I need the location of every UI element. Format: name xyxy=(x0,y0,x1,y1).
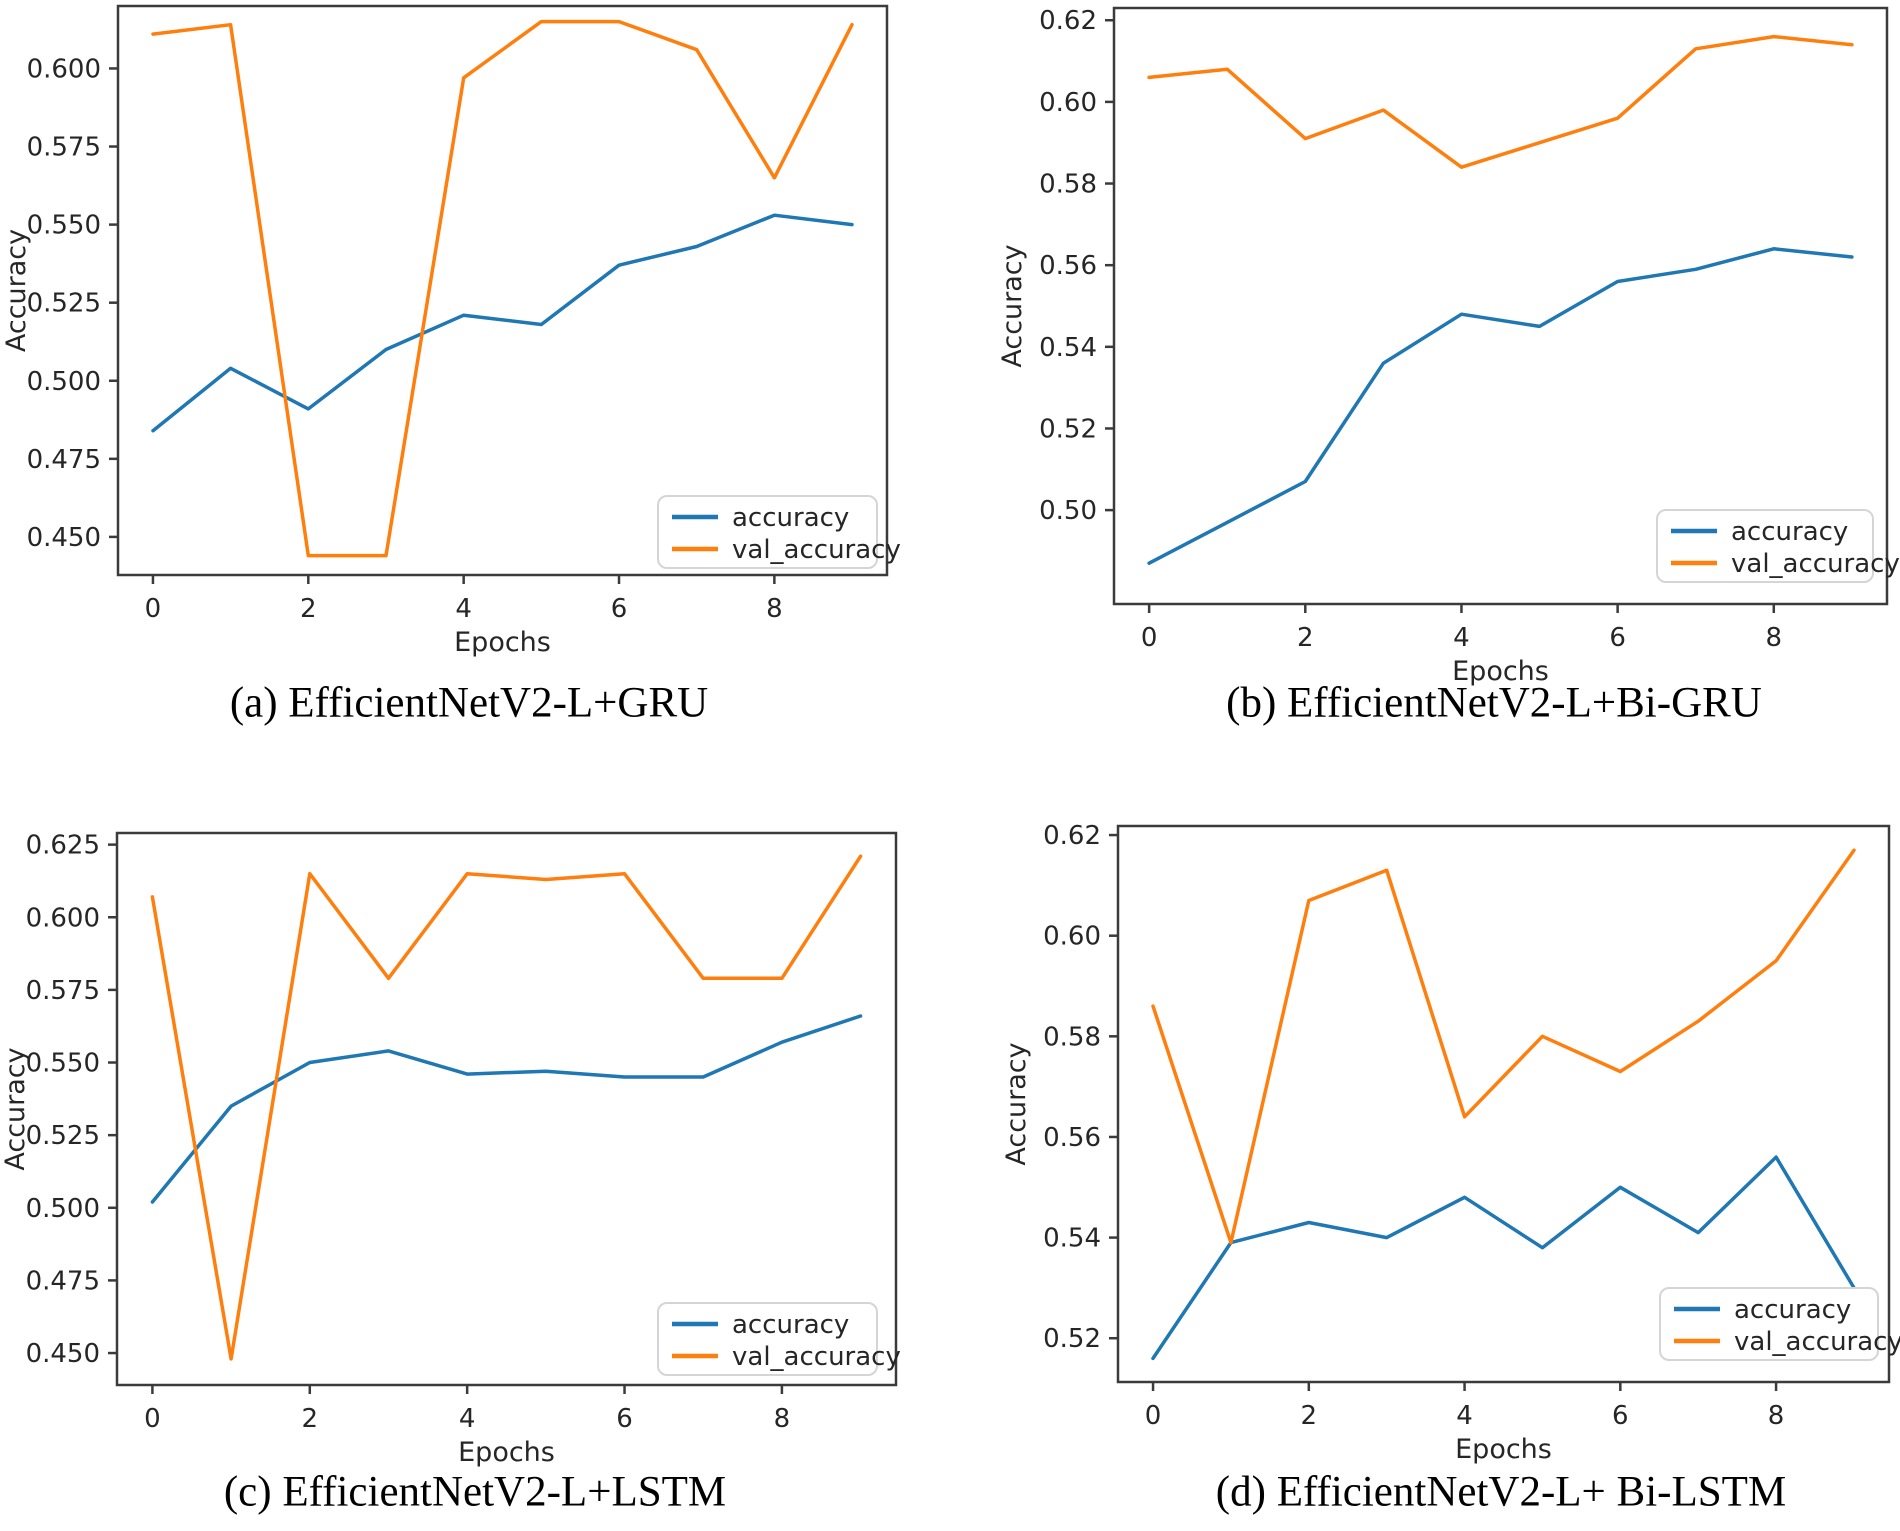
x-tick-label: 4 xyxy=(459,1404,476,1434)
caption-d: (d) EfficientNetV2-L+ Bi-LSTM xyxy=(1215,1468,1787,1516)
y-tick-label: 0.475 xyxy=(27,445,101,475)
y-tick-label: 0.52 xyxy=(1043,1324,1101,1354)
x-tick-label: 0 xyxy=(1141,623,1158,653)
y-tick-label: 0.56 xyxy=(1039,251,1097,281)
plot-frame xyxy=(115,831,898,1387)
x-tick-label: 8 xyxy=(1766,623,1783,653)
y-tick-label: 0.60 xyxy=(1043,922,1101,952)
y-tick-label: 0.58 xyxy=(1039,170,1097,200)
y-tick-label: 0.62 xyxy=(1039,6,1097,36)
x-tick-label: 2 xyxy=(300,594,317,624)
accuracy-line xyxy=(150,1014,863,1204)
val_accuracy-line xyxy=(1151,848,1856,1245)
val_accuracy-line xyxy=(1147,34,1854,169)
y-tick-label: 0.56 xyxy=(1043,1123,1101,1153)
legend-accuracy-label: accuracy xyxy=(1731,517,1848,547)
chart-a: 0.450 0.475 0.500 0.525 0.550 0.575 0.600 0 2 4 6 8… xyxy=(1,4,901,658)
val_accuracy-line xyxy=(150,854,863,1361)
x-tick-label: 2 xyxy=(1297,623,1314,653)
legend-val_accuracy-label: val_accuracy xyxy=(1734,1327,1900,1357)
plot-frame xyxy=(1112,6,1889,606)
accuracy-line xyxy=(151,213,854,433)
x-tick-label: 6 xyxy=(611,594,628,624)
x-axis-label: Epochs xyxy=(1452,656,1549,687)
y-tick-label: 0.525 xyxy=(26,1121,100,1151)
x-axis-label: Epochs xyxy=(458,1437,555,1468)
val_accuracy-line xyxy=(151,19,854,558)
y-axis-label: Accuracy xyxy=(1001,1042,1032,1165)
y-tick-label: 0.60 xyxy=(1039,88,1097,118)
y-axis-label: Accuracy xyxy=(1,229,32,352)
x-tick-label: 2 xyxy=(302,1404,319,1434)
plot-frame xyxy=(1116,824,1891,1384)
y-tick-label: 0.450 xyxy=(27,523,101,553)
y-tick-label: 0.52 xyxy=(1039,414,1097,444)
accuracy-line xyxy=(1147,247,1854,565)
y-axis-label: Accuracy xyxy=(0,1047,31,1170)
x-tick-label: 4 xyxy=(455,594,472,624)
y-tick-label: 0.600 xyxy=(27,54,101,84)
caption-b: (b) EfficientNetV2-L+Bi-GRU xyxy=(1226,679,1762,727)
y-tick-label: 0.450 xyxy=(26,1339,100,1369)
caption-c: (c) EfficientNetV2-L+LSTM xyxy=(223,1468,727,1516)
y-tick-label: 0.475 xyxy=(26,1266,100,1296)
caption-a: (a) EfficientNetV2-L+GRU xyxy=(229,679,709,727)
chart-d: 0.52 0.54 0.56 0.58 0.60 0.62 0 2 4 6 8 Epochs Accur… xyxy=(1001,821,1900,1465)
x-tick-label: 2 xyxy=(1301,1401,1318,1431)
y-tick-label: 0.525 xyxy=(27,289,101,319)
chart-c: 0.450 0.475 0.500 0.525 0.550 0.575 0.600 0.625… xyxy=(0,831,901,1468)
legend-accuracy-label: accuracy xyxy=(732,503,849,533)
x-axis-label: Epochs xyxy=(454,627,551,658)
y-tick-label: 0.550 xyxy=(26,1049,100,1079)
legend-accuracy-label: accuracy xyxy=(1734,1295,1851,1325)
x-tick-label: 8 xyxy=(766,594,783,624)
x-tick-label: 6 xyxy=(1612,1401,1629,1431)
x-tick-label: 4 xyxy=(1456,1401,1473,1431)
y-tick-label: 0.575 xyxy=(27,133,101,163)
legend-accuracy-label: accuracy xyxy=(732,1310,849,1340)
y-tick-label: 0.550 xyxy=(27,211,101,241)
y-tick-label: 0.50 xyxy=(1039,496,1097,526)
x-tick-label: 0 xyxy=(144,1404,161,1434)
x-tick-label: 0 xyxy=(1145,1401,1162,1431)
legend-val_accuracy-label: val_accuracy xyxy=(1731,549,1900,579)
y-tick-label: 0.54 xyxy=(1043,1224,1101,1254)
y-tick-label: 0.625 xyxy=(26,831,100,861)
y-tick-label: 0.600 xyxy=(26,903,100,933)
x-axis-label: Epochs xyxy=(1455,1434,1552,1465)
x-tick-label: 4 xyxy=(1453,623,1470,653)
y-tick-label: 0.54 xyxy=(1039,333,1097,363)
y-tick-label: 0.62 xyxy=(1043,821,1101,851)
y-tick-label: 0.500 xyxy=(27,367,101,397)
accuracy-line xyxy=(1151,1155,1856,1361)
y-tick-label: 0.58 xyxy=(1043,1022,1101,1052)
x-tick-label: 6 xyxy=(616,1404,633,1434)
y-axis-label: Accuracy xyxy=(997,244,1028,367)
x-tick-label: 8 xyxy=(774,1404,791,1434)
x-tick-label: 6 xyxy=(1609,623,1626,653)
legend-val_accuracy-label: val_accuracy xyxy=(732,535,901,565)
y-tick-label: 0.575 xyxy=(26,976,100,1006)
x-tick-label: 8 xyxy=(1768,1401,1785,1431)
x-tick-label: 0 xyxy=(145,594,162,624)
plot-frame xyxy=(116,4,889,577)
y-tick-label: 0.500 xyxy=(26,1194,100,1224)
legend-val_accuracy-label: val_accuracy xyxy=(732,1342,901,1372)
chart-b: 0.50 0.52 0.54 0.56 0.58 0.60 0.62 0 2 4 6 8 Epochs A… xyxy=(997,6,1900,687)
